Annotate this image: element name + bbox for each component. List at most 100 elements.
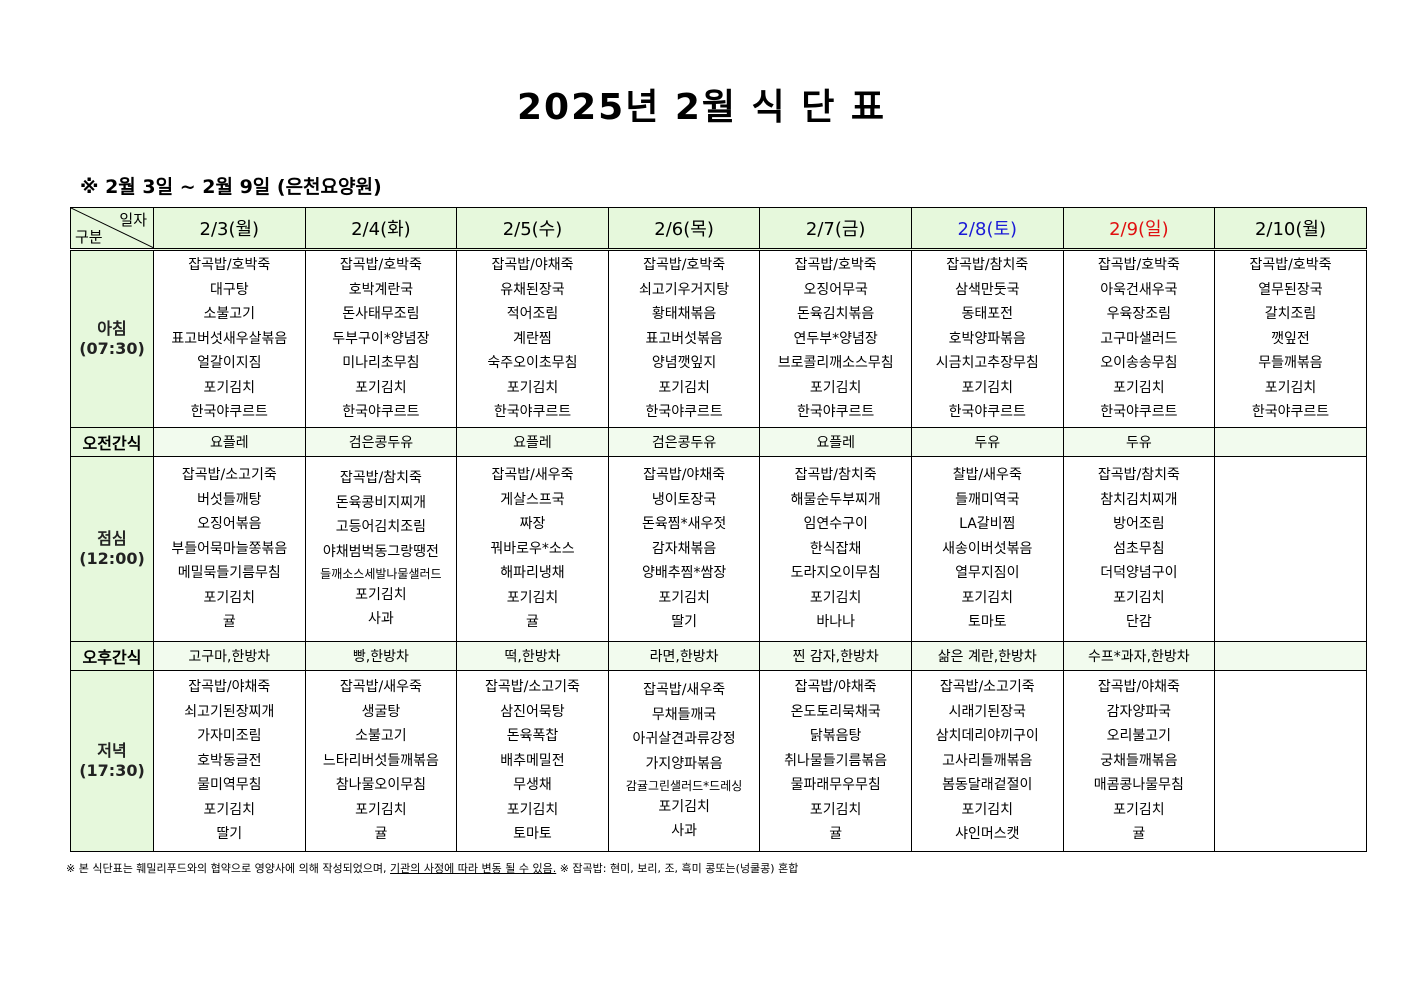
menu-item: 토마토 — [967, 614, 1007, 631]
snack-cell: 삶은 계란,한방차 — [910, 641, 1064, 671]
menu-item: 잡곡밥/소고기죽 — [939, 678, 1035, 695]
menu-item: 찰밥/새우죽 — [952, 466, 1022, 483]
snack-cell: 검은콩두유 — [607, 427, 761, 457]
menu-item: 삼진어묵탕 — [500, 703, 565, 720]
menu-cell: 잡곡밥/호박죽 대구탕 소불고기 표고버섯새우살볶음 얼갈이지짐 포기김치 한국야쿠르트 — [153, 249, 306, 428]
diagonal-divider — [71, 208, 154, 248]
menu-item: 양념깻잎지 — [651, 355, 717, 372]
menu-item: 돈육김치볶음 — [797, 306, 875, 323]
snack-row: 오후간식 고구마,한방차 빵,한방차 떡,한방차 라면,한방차 찐 감자,한방차 삶은 계란… — [70, 641, 1367, 671]
menu-cell: 잡곡밥/참치죽 해물순두부찌개 임연수구이 한식잡채 도라지오이무침 포기김치 바나나 — [759, 456, 912, 642]
menu-item: 표고버섯볶음 — [645, 330, 723, 347]
menu-item: 포기김치 — [809, 801, 862, 818]
menu-item: 한국야쿠르트 — [493, 404, 572, 421]
snack-cell: 요플레 — [456, 427, 609, 457]
snack-cell — [1214, 641, 1367, 671]
menu-cell: 잡곡밥/참치죽 돈육콩비지찌개 고등어김치조림 야채범벅동그랑땡전 들깨소스세발나물샐러… — [304, 456, 458, 642]
snack-cell: 요플레 — [153, 427, 306, 457]
menu-item: 미나리초무침 — [342, 355, 420, 372]
menu-cell — [1214, 670, 1367, 852]
menu-item: 포기김치 — [809, 589, 862, 606]
menu-item: 버섯들깨탕 — [197, 491, 262, 508]
menu-item: 잡곡밥/호박죽 — [188, 256, 271, 273]
menu-item: 잡곡밥/호박죽 — [339, 256, 422, 273]
menu-item: 무생채 — [513, 777, 552, 794]
menu-item: 소불고기 — [355, 728, 407, 745]
menu-item: 감귤그린샐러드*드레싱 — [625, 778, 743, 793]
day-header: 2/3(월) — [153, 207, 306, 251]
meal-name: 점심 — [97, 529, 127, 548]
menu-item: 딸기 — [671, 614, 697, 631]
menu-item: 포기김치 — [203, 379, 256, 396]
menu-item: 아욱건새우국 — [1100, 281, 1178, 298]
menu-item: 잡곡밥/야채죽 — [1097, 678, 1180, 695]
menu-item: 두부구이*양념장 — [332, 330, 430, 347]
menu-item: 더덕양념구이 — [1100, 565, 1178, 582]
day-header: 2/9(일) — [1062, 207, 1216, 251]
menu-item: 잡곡밥/야채죽 — [491, 256, 574, 273]
menu-item: 쇠고기우거지탕 — [638, 281, 730, 298]
menu-item: 딸기 — [216, 826, 243, 843]
menu-item: 무채들깨국 — [651, 706, 717, 723]
menu-item: 적어조림 — [506, 306, 559, 323]
menu-item: 단감 — [1125, 614, 1152, 631]
menu-item: 귤 — [222, 614, 236, 631]
menu-item: 한국야쿠르트 — [342, 404, 420, 421]
menu-item: 포기김치 — [355, 801, 407, 818]
menu-item: 소불고기 — [203, 306, 256, 323]
menu-cell: 잡곡밥/소고기죽 시래기된장국 삼치데리야끼구이 고사리들깨볶음 봄동달래겉절이 포기김치… — [910, 670, 1064, 852]
menu-item: 고구마샐러드 — [1100, 330, 1178, 347]
menu-item: 취나물들기름볶음 — [784, 752, 888, 769]
menu-cell: 잡곡밥/호박죽 호박계란국 돈사태무조림 두부구이*양념장 미나리초무침 포기김치 한국야쿠… — [304, 249, 458, 428]
menu-item: 계란찜 — [513, 330, 552, 347]
menu-item: 포기김치 — [203, 589, 256, 606]
snack-row: 오전간식 요플레 검은콩두유 요플레 검은콩두유 요플레 두유 두유 — [70, 427, 1367, 457]
day-header: 2/6(목) — [607, 207, 761, 251]
menu-item: 토마토 — [513, 826, 552, 843]
menu-item: 감자양파국 — [1106, 703, 1172, 720]
meal-time: (17:30) — [79, 761, 145, 780]
menu-item: 가자미조림 — [197, 728, 262, 745]
snack-cell: 수프*과자,한방차 — [1062, 641, 1216, 671]
menu-item: 감자채볶음 — [651, 540, 717, 557]
meal-row: 점심 (12:00) 잡곡밥/소고기죽 버섯들깨탕 오징어볶음 부들어묵마늘쫑볶음 메밀묵들… — [70, 456, 1367, 642]
menu-item: 오리불고기 — [1106, 728, 1172, 745]
menu-item: 돈육폭찹 — [506, 728, 559, 745]
menu-item: 배추메밀전 — [500, 752, 565, 769]
day-header: 2/5(수) — [456, 207, 609, 251]
menu-item: 양배추찜*쌈장 — [641, 565, 727, 582]
menu-item: 포기김치 — [658, 379, 710, 396]
menu-item: 삼색만둣국 — [955, 281, 1020, 298]
menu-item: 오이송송무침 — [1100, 355, 1178, 372]
menu-cell: 잡곡밥/소고기죽 버섯들깨탕 오징어볶음 부들어묵마늘쫑볶음 메밀묵들기름무침 포기김치 귤 — [153, 456, 306, 642]
menu-cell: 잡곡밥/호박죽 열무된장국 갈치조림 깻잎전 무들깨볶음 포기김치 한국야쿠르트 — [1214, 249, 1367, 428]
menu-item: 브로콜리깨소스무침 — [777, 355, 894, 372]
menu-item: 잡곡밥/참치죽 — [794, 466, 877, 483]
menu-item: 잡곡밥/호박죽 — [794, 256, 877, 273]
menu-item: 연두부*양념장 — [793, 330, 878, 347]
menu-item: 포기김치 — [658, 798, 710, 815]
menu-item: 들깨미역국 — [955, 491, 1020, 508]
corner-category-label: 구분 — [75, 228, 103, 246]
snack-cell: 두유 — [910, 427, 1064, 457]
snack-cell: 찐 감자,한방차 — [759, 641, 912, 671]
menu-item: 갈치조림 — [1264, 306, 1317, 323]
menu-item: 한국야쿠르트 — [797, 404, 875, 421]
menu-cell — [1214, 456, 1367, 642]
menu-item: 포기김치 — [203, 801, 256, 818]
menu-cell: 잡곡밥/야채죽 감자양파국 오리불고기 궁채들깨볶음 매콤콩나물무침 포기김치 귤 — [1062, 670, 1216, 852]
menu-item: 부들어묵마늘쫑볶음 — [171, 540, 288, 557]
menu-item: LA갈비찜 — [959, 516, 1016, 533]
menu-cell: 잡곡밥/야채죽 쇠고기된장찌개 가자미조림 호박동글전 물미역무침 포기김치 딸기 — [153, 670, 306, 852]
menu-cell: 잡곡밥/새우죽 무채들깨국 아귀살견과류강정 가지양파볶음 감귤그린샐러드*드레싱 포기김… — [607, 670, 761, 852]
menu-item: 잡곡밥/야채죽 — [794, 678, 877, 695]
footnote-grain-note: ※ 잡곡밥: 현미, 보리, 조, 흑미 콩또는(넝쿨콩) 혼합 — [556, 862, 799, 875]
menu-item: 표고버섯새우살볶음 — [171, 330, 288, 347]
week-subtitle: ※ 2월 3일 ~ 2월 9일 (은천요양원) — [80, 176, 382, 198]
menu-item: 포기김치 — [355, 379, 407, 396]
menu-item: 잡곡밥/야채죽 — [188, 678, 271, 695]
menu-item: 포기김치 — [1264, 379, 1317, 396]
menu-item: 온도토리묵채국 — [790, 703, 881, 720]
menu-item: 열무지짐이 — [955, 565, 1020, 582]
